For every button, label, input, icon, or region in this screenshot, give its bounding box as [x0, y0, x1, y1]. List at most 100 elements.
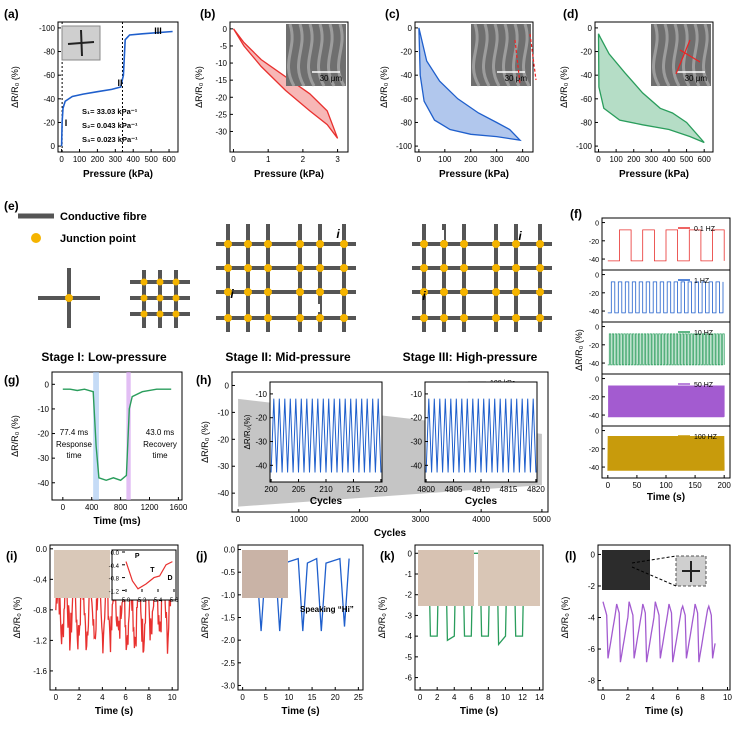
panel-a-x-tick-label: 600	[162, 155, 176, 164]
panel-c-sem-image-fibre-texture	[482, 23, 491, 87]
panel-e-fibre-break	[436, 230, 444, 240]
panel-b-y-tick-label: -10	[215, 59, 227, 68]
panel-h-inset-1-y-tick-label: -10	[255, 390, 267, 399]
panel-e-junction	[340, 240, 348, 248]
panel-k-x-tick-label: 10	[501, 693, 510, 702]
panel-j-y-tick-label: 0.0	[224, 546, 236, 555]
panel-a-sensor-fibre	[80, 29, 83, 57]
panel-e-junction	[440, 240, 448, 248]
panel-c-y-tick-label: -40	[400, 71, 412, 80]
panel-c-hysteresis-loop	[418, 27, 522, 142]
panel-f-y-tick-label: -20	[589, 239, 599, 246]
panel-e-junction	[536, 240, 544, 248]
panel-e-junction	[420, 264, 428, 272]
panel-h-y-tick-label: -20	[217, 435, 229, 444]
panel-b-x-tick-label: 0	[231, 155, 236, 164]
panel-a-x-tick-label: 500	[144, 155, 158, 164]
panel-e-junction	[244, 264, 252, 272]
panel-f-subplot-frame	[601, 269, 731, 323]
panel-c-sem-image-fibre-texture	[502, 23, 511, 87]
panel-l-x-tick-label: 4	[651, 693, 656, 702]
panel-a-s1: S₁= 33.03 kPa⁻¹	[82, 107, 138, 116]
panel-l-x-tick-label: 6	[675, 693, 680, 702]
panel-k-ylabel: ΔR/R₀ (%)	[377, 597, 387, 639]
panel-h-inset-1-y-tick-label: -30	[255, 438, 267, 447]
panel-i-frame	[49, 544, 179, 691]
panel-e-junction	[264, 288, 272, 296]
panel-e-junction	[264, 314, 272, 322]
panel-c-sem-image-fibre-texture	[522, 23, 531, 87]
panel-e-junction	[172, 310, 180, 318]
panel-e-junction	[512, 288, 520, 296]
panel-k-frame	[414, 544, 544, 691]
panel-j-xlabel: Time (s)	[281, 706, 319, 717]
panel-d-y-tick-label: -100	[576, 142, 593, 151]
panel-e-junction	[156, 294, 164, 302]
panel-k-y-tick-label: -6	[405, 674, 413, 683]
panel-h-inset-2-x-tick-label: 4820	[527, 485, 545, 494]
panel-k-y-tick-label: -4	[405, 632, 413, 641]
panel-f-x-tick-label: 200	[718, 481, 732, 490]
panel-l-zoom-line	[631, 566, 677, 587]
panel-h-y-tick-label: -10	[217, 408, 229, 417]
panel-b-y-tick-label: -20	[215, 93, 227, 102]
panel-e-junction	[264, 264, 272, 272]
panel-e-fibre-break	[476, 256, 486, 264]
panel-i-x-tick-label: 8	[147, 693, 152, 702]
panel-i-y-tick-label: -0.8	[33, 606, 47, 615]
panel-h-xlabel: Cycles	[374, 528, 407, 539]
panel-k-y-tick-label: -5	[405, 653, 413, 662]
panel-h-inset-1-xlabel: Cycles	[310, 496, 343, 507]
panel-d-x-tick-label: 500	[680, 155, 694, 164]
panel-e-junction	[536, 264, 544, 272]
panel-k-y-tick-label: -3	[405, 611, 413, 620]
panel-f-y-tick-label: -40	[589, 465, 599, 472]
panel-e-stage2: Stage II: Mid-pressure	[225, 350, 351, 364]
panel-h-inset-2-y-tick-label: -20	[410, 414, 422, 423]
panel-l-x-tick-label: 2	[626, 693, 631, 702]
panel-j-throat-photo	[242, 550, 288, 598]
panel-h-inset-2-y-tick-label: -40	[410, 461, 422, 470]
panel-a-x-tick-label: 400	[127, 155, 141, 164]
panel-j-y-tick-label: -1.5	[221, 614, 235, 623]
panel-d-sem-image-fibre-texture	[662, 23, 671, 87]
panel-i-inset-frame	[111, 549, 177, 601]
panel-e-junction	[140, 294, 148, 302]
panel-b-hysteresis-loop	[232, 28, 339, 139]
panel-f-xlabel: Time (s)	[647, 492, 685, 503]
panel-a-y-tick-label: -40	[43, 95, 55, 104]
panel-j-x-tick-label: 25	[354, 693, 363, 702]
panel-h-inset-2-xlabel: Cycles	[465, 496, 498, 507]
panel-i-y-tick-label: -0.4	[33, 575, 47, 584]
panel-l-x-tick-label: 0	[601, 693, 606, 702]
panel-a-y-tick-label: -60	[43, 71, 55, 80]
panel-d-xlabel: Pressure (kPa)	[619, 169, 689, 180]
panel-c-crack-marker	[514, 39, 521, 85]
panel-h-inset-2-y-tick-label: -10	[410, 390, 422, 399]
panel-b-y-tick-label: -5	[220, 42, 228, 51]
panel-e-junction	[420, 314, 428, 322]
panel-e-junction	[460, 288, 468, 296]
panel-a-region-III: III	[154, 26, 162, 36]
panel-g-y-tick-label: -40	[37, 479, 49, 488]
panel-f-x-tick-label: 50	[632, 481, 641, 490]
panel-e-junction	[316, 314, 324, 322]
panel-a-region-II: II	[117, 78, 122, 88]
panel-l-x-tick-label: 10	[723, 693, 732, 702]
panel-f-signal	[607, 333, 725, 366]
panel-b-xlabel: Pressure (kPa)	[254, 169, 324, 180]
panel-i-inset-x-tick-label: 5.0	[122, 598, 131, 604]
panel-b-ylabel: ΔR/R₀ (%)	[194, 66, 204, 108]
panel-e-i-mark: i	[518, 229, 522, 243]
panel-l-y-tick-label: -2	[588, 582, 596, 591]
panel-b-x-tick-label: 2	[301, 155, 306, 164]
panel-f-y-tick-label: 0	[595, 377, 599, 384]
panel-f-x-tick-label: 100	[659, 481, 673, 490]
panel-e-junction	[512, 264, 520, 272]
panel-d-x-tick-label: 600	[698, 155, 712, 164]
panel-f-signal	[607, 281, 724, 314]
panel-e-junction	[316, 240, 324, 248]
panel-e-junction	[460, 264, 468, 272]
panel-i-inset-y-tick-label: 0.0	[111, 551, 120, 557]
panel-j-x-tick-label: 20	[331, 693, 340, 702]
